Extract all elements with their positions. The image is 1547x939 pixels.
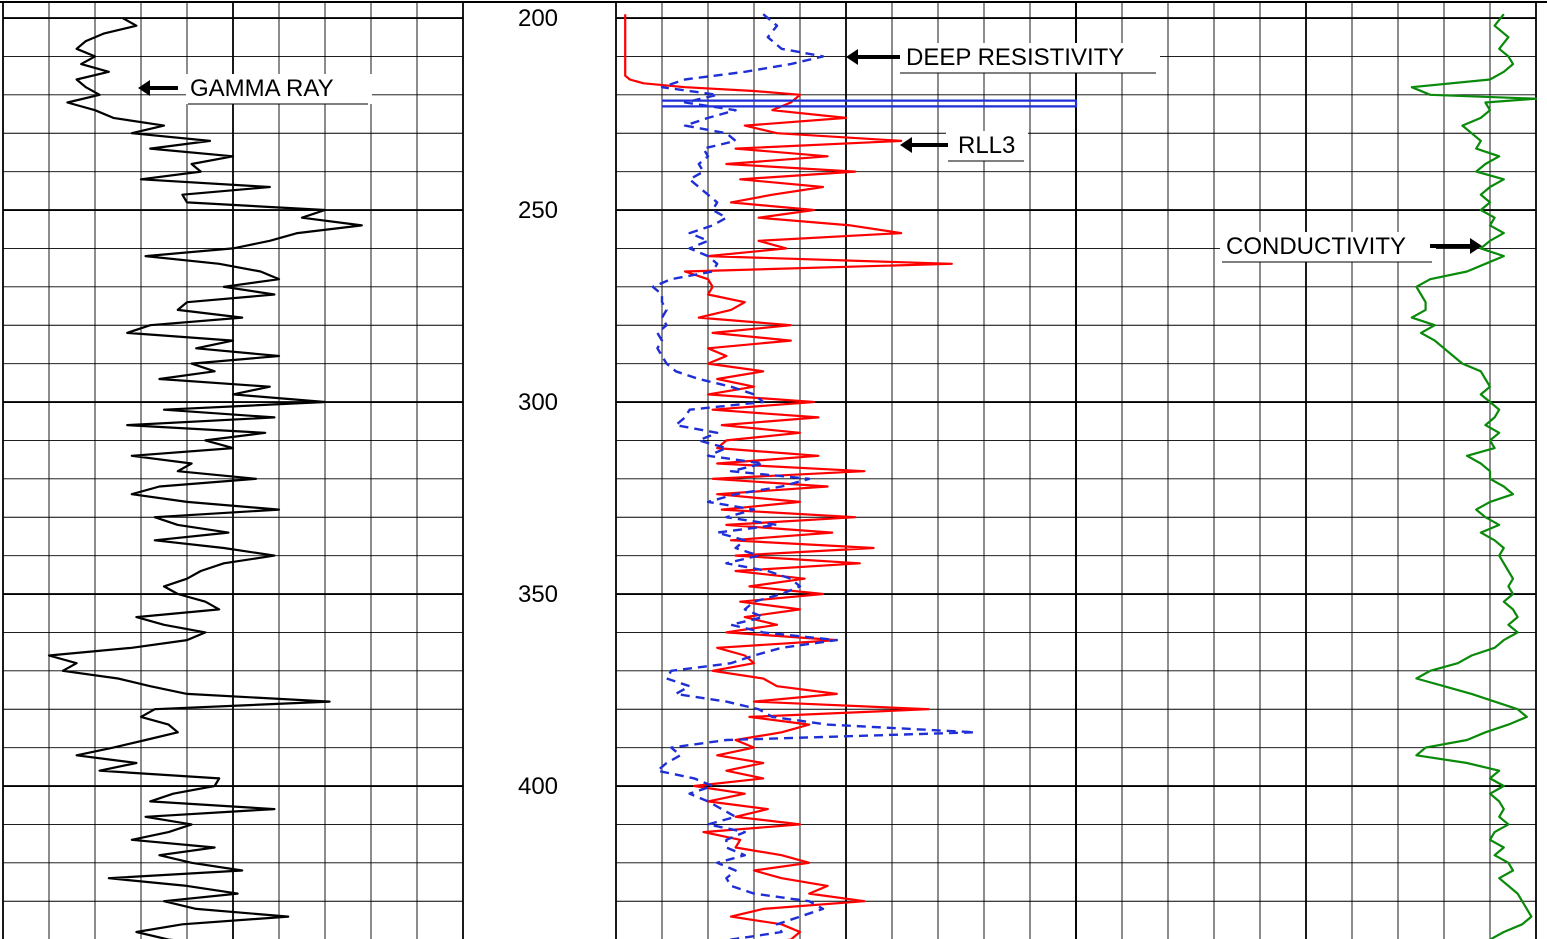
- curve-annotations: GAMMA RAY DEEP RESISTIVITY RLL3 CONDUCTIVIT…: [138, 43, 1482, 263]
- log-curves: [47, 13, 1538, 939]
- arrow-head-icon: [1470, 238, 1482, 254]
- annotation-bg: [898, 43, 1160, 73]
- curve-track-1-0: [47, 17, 363, 939]
- annotation-1: DEEP RESISTIVITY: [846, 43, 1160, 74]
- annotation-label: DEEP RESISTIVITY: [906, 44, 1124, 71]
- track-1-grid: [2, 3, 464, 939]
- annotation-label: RLL3: [958, 132, 1015, 159]
- annotation-0: GAMMA RAY: [138, 74, 372, 105]
- annotation-bg: [946, 131, 1028, 161]
- arrow-head-icon: [138, 80, 150, 96]
- arrow-head-icon: [846, 49, 858, 65]
- curve-track-2-2: [662, 99, 1078, 108]
- annotation-label: CONDUCTIVITY: [1226, 233, 1406, 260]
- annotation-bg: [186, 74, 372, 104]
- curve-track-3-0: [1410, 13, 1538, 939]
- depth-tick-350: 350: [518, 581, 558, 608]
- track-3-grid: [1075, 3, 1537, 939]
- annotation-label: GAMMA RAY: [190, 75, 334, 102]
- annotation-2: RLL3: [900, 131, 1028, 162]
- depth-tick-200: 200: [518, 5, 558, 32]
- depth-tick-250: 250: [518, 197, 558, 224]
- depth-tick-300: 300: [518, 389, 558, 416]
- annotation-3: CONDUCTIVITY: [1220, 232, 1482, 263]
- arrow-head-icon: [900, 137, 912, 153]
- curve-track-2-0: [624, 14, 953, 939]
- depth-axis-labels: 200 250 300 350 400: [518, 5, 558, 800]
- depth-tick-400: 400: [518, 773, 558, 800]
- curve-track-2-1: [651, 13, 976, 939]
- annotation-bg: [1220, 232, 1436, 262]
